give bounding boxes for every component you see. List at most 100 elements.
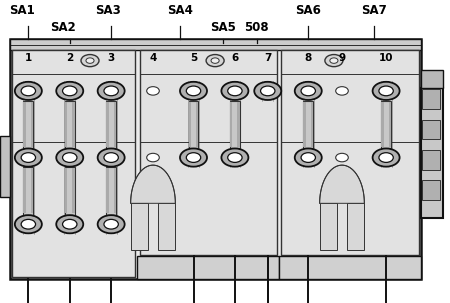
Bar <box>113 102 116 147</box>
Bar <box>65 168 68 213</box>
Bar <box>422 89 440 109</box>
Text: SA1: SA1 <box>9 4 35 17</box>
Bar <box>422 150 440 170</box>
Text: SA5: SA5 <box>210 21 236 34</box>
Circle shape <box>98 215 125 233</box>
Bar <box>130 203 148 250</box>
Bar <box>238 102 240 147</box>
Bar <box>303 101 313 148</box>
Circle shape <box>261 86 275 96</box>
Bar <box>23 167 33 215</box>
Circle shape <box>295 82 322 100</box>
Circle shape <box>63 219 77 229</box>
Circle shape <box>15 148 42 167</box>
Circle shape <box>56 148 83 167</box>
Bar <box>72 102 75 147</box>
Bar <box>0 136 10 197</box>
Bar <box>106 167 116 215</box>
Circle shape <box>21 153 36 162</box>
Text: SA2: SA2 <box>50 21 76 34</box>
Circle shape <box>147 87 159 95</box>
Bar <box>381 102 383 147</box>
Circle shape <box>56 215 83 233</box>
Circle shape <box>86 58 94 63</box>
Bar <box>106 101 116 148</box>
Bar <box>113 168 116 213</box>
Circle shape <box>104 153 118 162</box>
Circle shape <box>21 86 36 96</box>
Bar <box>23 168 26 213</box>
Circle shape <box>373 82 400 100</box>
Bar <box>158 203 176 250</box>
Bar <box>196 102 198 147</box>
Bar <box>303 102 306 147</box>
Circle shape <box>221 82 248 100</box>
Text: 10: 10 <box>379 52 393 63</box>
Bar <box>310 102 313 147</box>
Circle shape <box>186 153 201 162</box>
Circle shape <box>21 219 36 229</box>
Text: SA6: SA6 <box>295 4 321 17</box>
Bar <box>106 168 109 213</box>
Bar <box>388 102 391 147</box>
Bar <box>137 256 279 279</box>
Circle shape <box>56 82 83 100</box>
Bar <box>422 120 440 139</box>
Bar <box>230 102 232 147</box>
Bar <box>23 101 33 148</box>
Circle shape <box>254 82 281 100</box>
Polygon shape <box>130 165 176 203</box>
Polygon shape <box>320 165 365 203</box>
Text: SA3: SA3 <box>95 4 121 17</box>
Bar <box>189 102 191 147</box>
Circle shape <box>301 153 315 162</box>
Bar <box>140 50 277 255</box>
Circle shape <box>336 87 348 95</box>
Text: 2: 2 <box>66 52 73 63</box>
Bar <box>421 88 443 218</box>
Circle shape <box>180 82 207 100</box>
Bar <box>31 102 33 147</box>
Circle shape <box>15 82 42 100</box>
Circle shape <box>379 86 393 96</box>
Bar <box>23 102 26 147</box>
Circle shape <box>373 148 400 167</box>
Circle shape <box>104 86 118 96</box>
Circle shape <box>104 219 118 229</box>
Bar <box>65 167 75 215</box>
Circle shape <box>81 55 99 67</box>
Circle shape <box>211 58 219 63</box>
Circle shape <box>325 55 343 67</box>
Bar <box>72 168 75 213</box>
Circle shape <box>379 153 393 162</box>
Text: 5: 5 <box>190 52 197 63</box>
Bar <box>320 203 338 250</box>
Text: 6: 6 <box>231 52 239 63</box>
Circle shape <box>63 86 77 96</box>
Bar <box>31 168 33 213</box>
Bar <box>381 101 391 148</box>
Bar <box>189 101 198 148</box>
Circle shape <box>206 55 224 67</box>
Bar <box>10 39 421 50</box>
Bar <box>10 39 421 279</box>
Circle shape <box>301 86 315 96</box>
Text: SA4: SA4 <box>167 4 193 17</box>
Circle shape <box>180 148 207 167</box>
Circle shape <box>147 153 159 162</box>
Bar <box>421 70 443 88</box>
Bar <box>65 102 68 147</box>
Text: 7: 7 <box>264 52 271 63</box>
Bar <box>230 101 240 148</box>
Circle shape <box>186 86 201 96</box>
Circle shape <box>336 153 348 162</box>
Text: 3: 3 <box>108 52 115 63</box>
Bar <box>347 203 364 250</box>
Bar <box>65 101 75 148</box>
Circle shape <box>228 153 242 162</box>
Circle shape <box>98 82 125 100</box>
Circle shape <box>63 153 77 162</box>
Circle shape <box>15 215 42 233</box>
Bar <box>279 256 421 279</box>
Text: 4: 4 <box>149 52 157 63</box>
